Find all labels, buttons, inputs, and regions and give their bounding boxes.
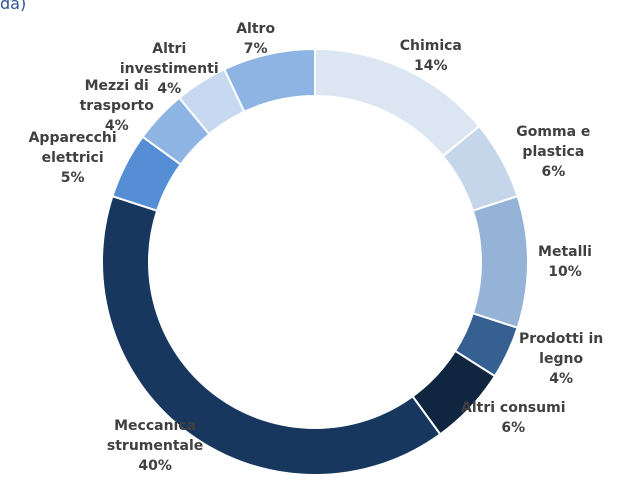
category-label: Gomma e plastica bbox=[516, 124, 591, 161]
category-label: Altro bbox=[236, 21, 276, 38]
category-label: Apparecchi elettrici bbox=[28, 130, 117, 167]
segment-label: Metalli 10% bbox=[506, 242, 624, 282]
segment-label: Meccanica strumentale 40% bbox=[96, 416, 214, 476]
value-label: 5% bbox=[60, 170, 85, 187]
value-label: 7% bbox=[243, 41, 268, 58]
donut-segment bbox=[222, 47, 316, 114]
category-label: Metalli bbox=[538, 244, 592, 260]
segment-label: Altri consumi 6% bbox=[454, 398, 572, 438]
value-label: 4% bbox=[157, 81, 182, 98]
value-label: 40% bbox=[138, 458, 172, 475]
category-label: Altri investimenti bbox=[119, 41, 219, 78]
category-label: Meccanica strumentale bbox=[106, 418, 204, 455]
chart-title: da) bbox=[0, 0, 27, 13]
category-label: Mezzi di trasporto bbox=[79, 77, 154, 114]
segment-label: Altro 7% bbox=[197, 19, 315, 59]
category-label: Altri consumi bbox=[461, 400, 566, 417]
category-label: Prodotti in legno bbox=[518, 331, 604, 368]
segment-label: Gomma e plastica 6% bbox=[494, 122, 612, 182]
value-label: 10% bbox=[548, 264, 582, 280]
segment-label: Prodotti in legno 4% bbox=[502, 329, 620, 389]
segment-label: Mezzi di trasporto 4% bbox=[58, 76, 176, 136]
segment-label: Chimica 14% bbox=[372, 36, 490, 76]
value-label: 6% bbox=[541, 164, 566, 181]
value-label: 14% bbox=[414, 57, 448, 74]
value-label: 4% bbox=[104, 117, 129, 134]
value-label: 4% bbox=[549, 371, 573, 388]
segment-label: Altri investimenti 4% bbox=[110, 39, 228, 99]
category-label: Chimica bbox=[399, 37, 462, 54]
value-label: 6% bbox=[501, 420, 526, 437]
segment-label: Apparecchi elettrici 5% bbox=[14, 128, 132, 188]
donut-segment bbox=[101, 194, 442, 476]
